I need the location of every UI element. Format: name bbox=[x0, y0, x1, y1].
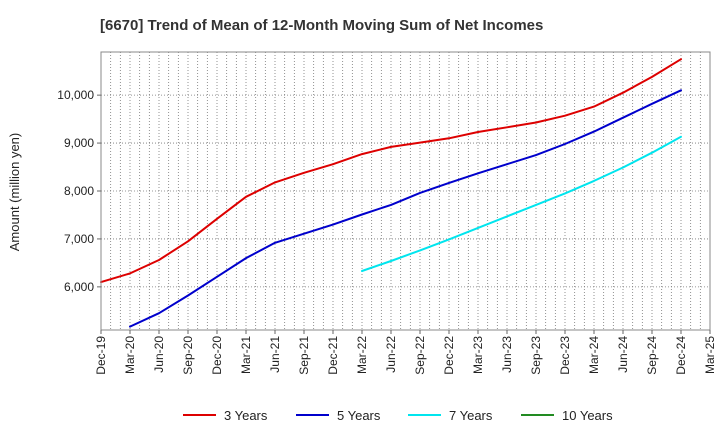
x-tick-label: Mar-23 bbox=[471, 336, 485, 374]
y-tick-label: 8,000 bbox=[64, 184, 94, 198]
gridlines bbox=[100, 52, 711, 330]
x-tick-label: Sep-20 bbox=[181, 336, 195, 375]
series-line-7-years bbox=[361, 135, 682, 272]
series-line-5-years bbox=[129, 89, 682, 328]
legend: 3 Years 5 Years 7 Years 10 Years bbox=[183, 408, 613, 423]
y-axis-label: Amount (million yen) bbox=[7, 133, 22, 252]
x-tick-label: Sep-21 bbox=[297, 336, 311, 375]
legend-label-3-years: 3 Years bbox=[224, 408, 268, 423]
x-tick-label: Jun-22 bbox=[384, 336, 398, 373]
x-tick-label: Dec-21 bbox=[326, 336, 340, 375]
x-tick-label: Dec-20 bbox=[210, 336, 224, 375]
x-tick-label: Mar-24 bbox=[587, 336, 601, 374]
x-tick-label: Sep-24 bbox=[645, 336, 659, 375]
series-lines bbox=[100, 58, 682, 328]
legend-label-7-years: 7 Years bbox=[449, 408, 493, 423]
y-axis: 6,000 7,000 8,000 9,000 10,000 bbox=[57, 88, 101, 294]
chart-title: [6670] Trend of Mean of 12-Month Moving … bbox=[100, 17, 543, 34]
y-tick-label: 7,000 bbox=[64, 232, 94, 246]
x-tick-label: Mar-21 bbox=[239, 336, 253, 374]
x-tick-label: Jun-23 bbox=[500, 336, 514, 373]
y-tick-label: 9,000 bbox=[64, 136, 94, 150]
x-tick-label: Sep-23 bbox=[529, 336, 543, 375]
x-tick-label: Dec-22 bbox=[442, 336, 456, 375]
x-tick-label: Sep-22 bbox=[413, 336, 427, 375]
x-tick-label: Mar-20 bbox=[123, 336, 137, 374]
x-axis: Dec-19 Mar-20 Jun-20 Sep-20 Dec-20 Mar-21 Jun-… bbox=[94, 330, 717, 375]
y-tick-label: 10,000 bbox=[57, 88, 94, 102]
x-tick-label: Mar-25 bbox=[703, 336, 717, 374]
x-tick-label: Dec-19 bbox=[94, 336, 108, 375]
x-tick-label: Jun-20 bbox=[152, 336, 166, 373]
legend-label-10-years: 10 Years bbox=[562, 408, 613, 423]
x-tick-label: Dec-24 bbox=[674, 336, 688, 375]
x-tick-label: Dec-23 bbox=[558, 336, 572, 375]
y-tick-label: 6,000 bbox=[64, 280, 94, 294]
legend-label-5-years: 5 Years bbox=[337, 408, 381, 423]
x-tick-label: Mar-22 bbox=[355, 336, 369, 374]
series-line-3-years bbox=[100, 58, 682, 284]
x-tick-label: Jun-21 bbox=[268, 336, 282, 373]
x-tick-label: Jun-24 bbox=[616, 336, 630, 373]
